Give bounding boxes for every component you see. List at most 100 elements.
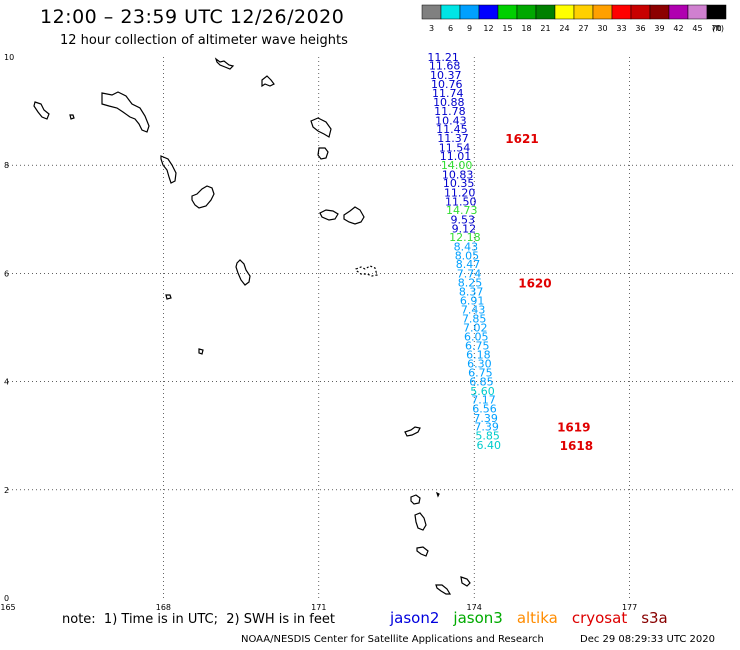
satellite-legend: jason2 jason3 altika cryosat s3a (390, 609, 682, 627)
legend-tick-label: 39 (654, 24, 664, 33)
longitude-label: 168 (156, 603, 171, 612)
wave-height-value: 6.56 (472, 403, 497, 416)
longitude-label: 165 (0, 603, 15, 612)
satellite-name: s3a (641, 609, 668, 627)
legend-tick-label: 12 (483, 24, 493, 33)
wave-height-value: 11.37 (437, 132, 469, 145)
pass-number: 1619 (557, 421, 590, 435)
island-outline (165, 294, 172, 300)
map-subtitle: 12 hour collection of altimeter wave hei… (60, 33, 348, 48)
wave-height-value: 11.78 (434, 105, 466, 118)
wave-height-value: 14.73 (446, 204, 478, 217)
legend-tick-label: 21 (540, 24, 550, 33)
wave-height-value: 8.47 (456, 258, 481, 271)
wave-height-value: 11.45 (436, 123, 468, 136)
wave-height-value: 7.43 (461, 304, 486, 317)
wave-height-value: 8.05 (455, 250, 480, 263)
legend-tick-label: 45 (692, 24, 702, 33)
wave-height-value: 8.25 (458, 277, 483, 290)
wave-height-value: 11.50 (445, 195, 477, 208)
wave-height-value: 11.21 (427, 51, 459, 64)
island-outline (343, 206, 365, 225)
island-outline (410, 494, 421, 505)
wave-height-value: 10.83 (442, 168, 474, 181)
wave-height-value: 7.17 (471, 393, 496, 406)
wave-height-value: 11.74 (432, 87, 464, 100)
pass-numbers: 1621 1620 1619 1618 (505, 132, 593, 453)
latitude-label: 8 (4, 161, 9, 170)
island-outline (317, 147, 329, 160)
legend-tick-label: 9 (467, 24, 472, 33)
pass-number: 1621 (505, 132, 538, 146)
wave-height-value: 7.85 (462, 312, 487, 325)
longitude-label: 171 (311, 603, 326, 612)
legend-tick-label: 3 (429, 24, 434, 33)
wave-height-value: 9.53 (451, 213, 476, 226)
legend-tick-label: 15 (502, 24, 512, 33)
wave-height-observations: 11.2111.6810.3710.7611.7410.8811.7810.43… (427, 51, 501, 452)
island-outline (198, 348, 204, 355)
satellite-name: jason3 (453, 609, 503, 627)
island-outline (414, 512, 427, 531)
island-outline (69, 114, 75, 120)
latitude-label: 4 (4, 378, 9, 387)
satellite-name: jason2 (390, 609, 440, 627)
credit-text: NOAA/NESDIS Center for Satellite Applica… (241, 634, 544, 645)
wave-height-value: 10.43 (435, 114, 467, 127)
island-outlines (33, 57, 471, 595)
island-outline (460, 576, 471, 587)
legend-unit: (ft) (712, 24, 724, 33)
island-outline (404, 426, 421, 437)
island-outline (416, 546, 429, 557)
pass-number: 1618 (560, 439, 593, 453)
wave-height-value: 11.54 (439, 141, 471, 154)
island-outline (33, 101, 50, 120)
wave-height-value: 11.68 (429, 60, 461, 73)
wave-height-value: 5.85 (475, 430, 500, 443)
island-outline (435, 491, 440, 498)
wave-height-value: 8.37 (459, 285, 484, 298)
wave-height-value: 6.18 (466, 349, 491, 362)
wave-height-value: 6.05 (464, 331, 489, 344)
wave-height-value: 6.91 (460, 294, 485, 307)
wave-height-value: 9.12 (452, 222, 477, 235)
wave-height-value: 11.20 (444, 186, 476, 199)
wave-height-value: 6.40 (476, 439, 501, 452)
longitude-label: 177 (622, 603, 637, 612)
legend-tick-label: 6 (448, 24, 453, 33)
legend-swatch (706, 4, 727, 20)
legend-tick-label: 30 (597, 24, 607, 33)
wave-height-color-legend: 3 6 9 12 15 18 21 24 27 30 33 36 39 42 45 70(ft) (421, 4, 727, 33)
legend-tick-label: 27 (578, 24, 588, 33)
wave-height-value: 14.00 (441, 159, 473, 172)
latitude-label: 10 (4, 53, 14, 62)
latitude-label: 2 (4, 486, 9, 495)
wave-height-value: 11.01 (440, 150, 472, 163)
wave-height-value: 7.39 (473, 412, 498, 425)
island-outline (101, 91, 150, 133)
legend-tick-label: 24 (559, 24, 569, 33)
wave-height-value: 7.39 (474, 421, 499, 434)
island-outline (160, 155, 177, 184)
latitude-label: 0 (4, 594, 9, 603)
satellite-name: cryosat (571, 609, 628, 627)
island-outline (191, 185, 215, 209)
island-outline (214, 57, 235, 70)
wave-height-value: 7.74 (457, 267, 482, 280)
wave-height-value: 10.37 (430, 69, 462, 82)
legend-tick-label: 42 (673, 24, 683, 33)
island-outline (355, 265, 378, 277)
longitude-label: 174 (467, 603, 482, 612)
wave-height-value: 6.85 (469, 376, 494, 389)
island-outline (319, 209, 339, 221)
wave-height-value: 10.76 (431, 78, 463, 91)
island-outline (261, 75, 275, 88)
map-title: 12:00 – 23:59 UTC 12/26/2020 (40, 6, 345, 28)
wave-height-value: 6.30 (467, 358, 492, 371)
legend-tick-label: 33 (616, 24, 626, 33)
pass-number: 1620 (518, 277, 551, 291)
island-outline (435, 584, 452, 595)
legend-tick-label: 36 (635, 24, 645, 33)
wave-height-value: 6.75 (465, 339, 490, 352)
